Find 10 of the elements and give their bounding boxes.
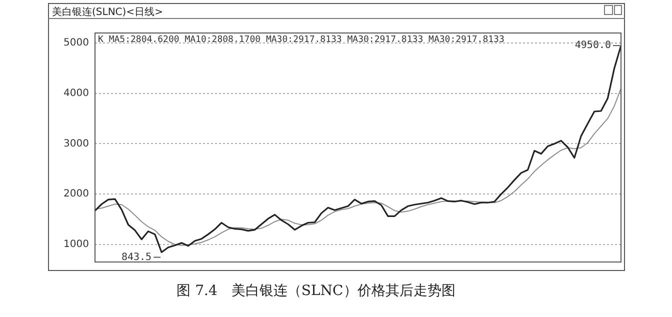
annotation: 843.5 [121,252,152,263]
y-tick-label: 2000 [64,188,89,200]
caption: 图 7.4 美白银连（SLNC）价格其后走势图 [176,282,456,300]
annotation: 4950.0 [574,40,611,52]
y-tick-label: 5000 [64,38,89,49]
annotation: K MA5:2804.6200 MA10:2808.1700 MA30:2917.8133 MA30:2917.8133 MA30:2917.8133 [98,34,504,45]
y-tick-label: 4000 [64,88,89,99]
y-tick-label: 1000 [64,238,89,250]
chart-title: 美白银连(SLNC)<日线> [52,6,163,19]
y-tick-label: 3000 [64,138,89,150]
